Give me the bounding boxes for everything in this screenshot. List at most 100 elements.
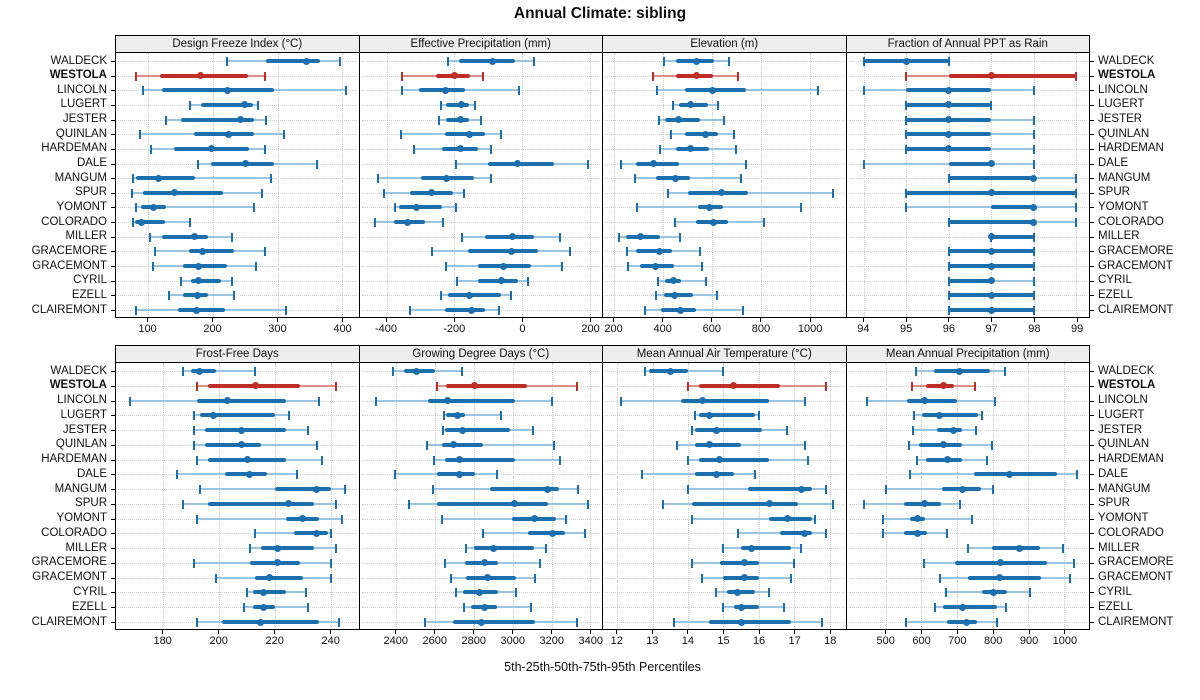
iqr-bar	[948, 161, 992, 166]
station-label-mangum: MANGUM	[1098, 171, 1151, 184]
y-axis-tick	[111, 622, 115, 623]
whisker-cap	[135, 71, 138, 81]
y-axis-tick	[1090, 310, 1094, 311]
axis-growing-degree-days-c: 2400 2600 2800 3000 3200 3400	[359, 630, 603, 650]
whisker-cap	[287, 411, 290, 421]
whisker-cap	[686, 485, 689, 495]
y-axis-tick	[111, 251, 115, 253]
y-axis-tick	[1090, 459, 1094, 461]
whisker-cap	[497, 306, 500, 315]
iqr-bar	[398, 205, 442, 210]
gridline-horizontal	[605, 236, 844, 238]
y-axis-tick	[111, 444, 115, 446]
median-dot	[693, 57, 701, 65]
median-dot	[649, 160, 657, 168]
whisker-cap	[1075, 218, 1078, 228]
iqr-bar	[135, 220, 166, 225]
axis-tick	[809, 318, 811, 322]
station-label-hardeman: HARDEMAN	[41, 142, 107, 155]
iqr-bar	[948, 220, 1034, 225]
median-dot	[484, 574, 492, 582]
axis-tick	[395, 630, 397, 634]
axis-tick	[551, 630, 553, 634]
whisker-cap	[261, 188, 264, 198]
whisker-cap	[230, 232, 233, 242]
whisker-cap	[1062, 544, 1065, 554]
iqr-bar	[922, 413, 979, 418]
axis-tick-label: 200	[203, 323, 222, 335]
median-dot	[490, 544, 498, 552]
whisker-cap	[344, 86, 347, 96]
iqr-bar	[780, 531, 812, 536]
iqr-bar	[441, 442, 483, 447]
whisker-cap	[283, 130, 286, 140]
whisker-cap	[193, 440, 196, 450]
whisker-cap	[337, 618, 340, 627]
whisker-cap	[321, 455, 324, 465]
iqr-bar	[948, 278, 992, 283]
whisker-cap	[510, 291, 513, 301]
station-label-gracemont: GRACEMONT	[1098, 571, 1173, 584]
y-axis-tick	[111, 459, 115, 461]
iqr-bar	[445, 428, 511, 433]
y-axis-tick	[1090, 104, 1094, 106]
station-label-westola: WESTOLA	[1098, 69, 1156, 82]
iqr-bar	[991, 234, 1034, 239]
whisker-cap	[587, 499, 590, 509]
median-dot	[940, 441, 948, 449]
axis-tick-label: 95	[899, 323, 913, 335]
axis-tick	[948, 318, 950, 322]
median-dot	[737, 603, 745, 611]
gridline-vertical	[148, 53, 150, 317]
axis-tick-label: 0	[519, 323, 526, 335]
whisker-cap	[862, 159, 865, 169]
station-label-quinlan: QUINLAN	[1098, 438, 1150, 451]
median-dot	[257, 618, 265, 626]
axis-tick	[722, 630, 724, 634]
whisker-cap	[533, 57, 536, 66]
strip-row-bottom: Frost-Free Days Growing Degree Days (°C) M…	[115, 345, 1090, 363]
axis-tick-label: 1000	[1052, 635, 1078, 647]
median-dot	[945, 130, 953, 138]
whisker-cap	[198, 485, 201, 495]
station-label-cyril: CYRIL	[1098, 274, 1132, 287]
station-label-waldeck: WALDECK	[50, 364, 107, 377]
gridline-horizontal	[605, 295, 844, 297]
whisker-cap	[269, 174, 272, 184]
whisker-cap	[400, 71, 403, 81]
whisker-cap	[974, 381, 977, 391]
iqr-bar	[943, 605, 997, 610]
whisker-cap	[905, 71, 908, 81]
gridline-horizontal	[848, 61, 1087, 62]
iqr-bar	[468, 249, 539, 254]
iqr-bar	[444, 308, 485, 312]
iqr-bar	[191, 369, 217, 373]
y-axis-tick	[111, 548, 115, 550]
iqr-bar	[189, 249, 234, 254]
iqr-bar	[446, 383, 528, 388]
whisker-cap	[176, 470, 179, 480]
median-dot	[450, 72, 458, 80]
station-labels-right-bottom: WALDECK WESTOLA LINCOLN LUGERT JESTER QUINLAN…	[1090, 363, 1200, 630]
axis-tick-label: 220	[265, 635, 284, 647]
whisker-cap	[195, 618, 198, 627]
median-dot	[251, 382, 259, 390]
median-dot	[945, 101, 953, 109]
axis-tick	[453, 318, 455, 322]
median-dot	[1030, 174, 1038, 182]
station-label-miller: MILLER	[65, 541, 107, 554]
iqr-bar	[948, 73, 1077, 78]
median-dot	[497, 277, 505, 285]
whisker-cap	[587, 159, 590, 169]
axis-tick	[385, 318, 387, 322]
y-axis-tick	[1090, 119, 1094, 121]
whisker-cap	[444, 558, 447, 568]
axis-tick	[651, 630, 653, 634]
median-dot	[241, 101, 249, 109]
whisker-cap	[339, 57, 342, 66]
median-dot	[191, 233, 199, 241]
iqr-bar	[937, 428, 963, 433]
y-axis-tick	[1090, 430, 1094, 432]
whisker-cap	[881, 529, 884, 539]
